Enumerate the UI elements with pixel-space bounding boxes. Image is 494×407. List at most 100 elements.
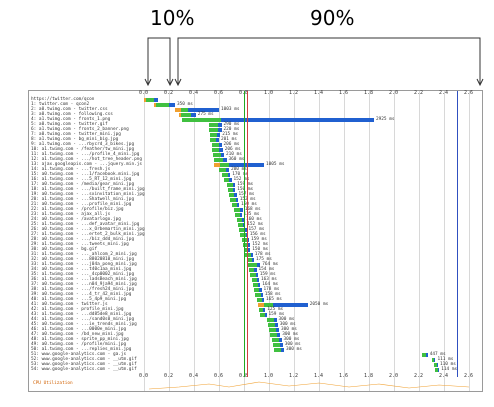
request-bar-segment [258, 282, 261, 287]
request-label: 5: a0.twimg.com - twitter.gif [31, 122, 108, 127]
request-duration: 150 ms [241, 202, 257, 207]
request-duration: 206 ms [224, 147, 241, 152]
request-bar-segment [438, 367, 440, 372]
request-bar-segment [279, 342, 283, 347]
request-label: 45: a0.twimg.com - ...ie_trends_mini.jpg [31, 322, 137, 327]
request-bar-segment [269, 327, 276, 332]
request-label: 36: a1.twimg.com - ...ladsBeach_mini.jpg [31, 277, 137, 282]
request-bar-segment [246, 237, 249, 242]
grid-line [144, 91, 145, 391]
request-duration: 152 ms [247, 222, 264, 227]
request-label: 35: a1.twimg.com - ..._4cp0002_mini.jpg [31, 272, 135, 277]
request-bar-segment [244, 227, 247, 232]
axis-tick-label: 0.6 [214, 373, 224, 379]
request-bar-segment [154, 97, 158, 102]
axis-tick-label: 1.6 [339, 90, 349, 96]
request-bar-segment [264, 312, 267, 317]
request-bar-segment [180, 112, 192, 117]
request-bar-segment [245, 252, 251, 257]
request-bar-segment [229, 192, 235, 197]
request-label: 10: a1.twimg.com - /feather/tw_mini.jpg [31, 147, 135, 152]
request-bar-segment [260, 312, 265, 317]
grid-line [469, 91, 470, 391]
request-label: 30: a0.twimg.com - bg.gif [31, 247, 98, 252]
axis-tick-label: 1.8 [364, 90, 374, 96]
request-duration: 152 ms [239, 197, 256, 202]
request-label: 33: a1.twimg.com - ...j04a_pong_mini.jpg [31, 262, 137, 267]
axis-tick-label: 1.0 [264, 90, 274, 96]
request-label: 11: a1.twimg.com - .../profile_4_mini.jp… [31, 152, 140, 157]
request-bar-segment [239, 227, 245, 232]
request-label: 14: a1.twimg.com - ...fresh.js [31, 167, 111, 172]
grid-line [219, 91, 220, 391]
request-label: 17: a0.twimg.com - /media/gear_mini.jpg [31, 182, 135, 187]
request-duration: 135 ms [243, 212, 260, 217]
request-label: 12: a1.twimg.com - .../hot_tree_header.p… [31, 157, 143, 162]
axis-tick-label: 0.4 [189, 373, 199, 379]
request-duration: 159 ms [268, 312, 285, 317]
grid-line [194, 91, 195, 391]
request-bar-segment [434, 357, 436, 362]
request-bar-segment [274, 347, 281, 352]
axis-tick-label: 1.6 [339, 373, 349, 379]
request-duration: 200 ms [231, 167, 247, 172]
request-duration: 206 ms [223, 142, 240, 147]
request-bar-segment [261, 297, 264, 302]
request-duration: 360 ms [228, 157, 245, 162]
request-bar-segment [257, 302, 264, 307]
request-duration: 159 ms [251, 237, 267, 242]
request-label: 21: a0.twimg.com - ...profile_mini.jpg [31, 202, 132, 207]
request-label: 25: a1.twimg.com - ...def_avatar_mini.jp… [31, 222, 140, 227]
request-duration: 275 ms [197, 112, 214, 117]
request-bar-segment [220, 117, 374, 122]
request-duration: 300 ms [283, 337, 300, 342]
request-label: 43: a1.twimg.com - ...dd85de8_mini.jpg [31, 312, 132, 317]
grid-line [444, 91, 445, 391]
request-bar-segment [234, 207, 241, 212]
request-bar-segment [240, 207, 243, 212]
request-label: 24: a0.twimg.com - /avatarlogo.jpg [31, 217, 121, 222]
request-duration: 350 ms [177, 102, 193, 107]
request-label: 4: a1.twimg.com - fronts_1.png [31, 117, 111, 122]
request-bar-segment [235, 197, 238, 202]
axis-tick-label: 2.6 [464, 90, 474, 96]
request-duration: 300 ms [284, 342, 301, 347]
request-bar-segment [272, 302, 308, 307]
request-bar-segment [248, 247, 251, 252]
grid-line [269, 91, 270, 391]
request-label: https://twitter.com/qcon [31, 97, 95, 102]
request-label: 27: a1.twimg.com - ...ertet_2_bulk_mini.… [31, 232, 145, 237]
request-duration: 178 ms [263, 287, 280, 292]
request-bar-segment [212, 152, 221, 157]
request-bar-segment [240, 232, 246, 237]
request-label: 18: a1.twimg.com - .../built_frame_mini.… [31, 187, 145, 192]
request-duration: 300 ms [278, 317, 295, 322]
request-duration: 156 ms [249, 232, 266, 237]
request-bar-segment [221, 172, 228, 177]
request-label: 41: a0.twimg.com - twitter.js [31, 302, 108, 307]
request-bar-segment [237, 222, 243, 227]
request-bar-segment [246, 257, 252, 262]
request-duration: 154 ms [258, 267, 275, 272]
annotation-10-percent: 10% [150, 6, 195, 30]
request-bar-segment [231, 202, 237, 207]
request-label: 48: a1.twimg.com - sprite_pp_mini.jpg [31, 337, 129, 342]
request-duration: 165 ms [266, 297, 282, 302]
request-duration: 159 ms [259, 272, 276, 277]
request-bar-segment [248, 242, 251, 247]
request-label: 26: a0.twimg.com - ...x_Orbemartin_mini.… [31, 227, 145, 232]
grid-line [294, 91, 295, 391]
request-bar-segment [236, 202, 239, 207]
request-bar-segment [211, 142, 219, 147]
request-label: 32: a0.twimg.com - ...88020810_mini.jpg [31, 257, 135, 262]
axis-tick-label: 2.2 [414, 373, 424, 379]
request-label: 49: a0.twimg.com - /profile/mini.jpg [31, 342, 127, 347]
request-bar-segment [217, 127, 222, 132]
waterfall-chart: https://twitter.com/qcon 1: twitter.com -… [28, 90, 483, 392]
request-duration: 201 ms [221, 137, 237, 142]
request-label: 28: a0.twimg.com - .../biz_ddd_mini.jpg [31, 237, 135, 242]
request-bar-segment [188, 107, 219, 112]
request-label: 51: www.google-analytics.com - ga.js [31, 352, 127, 357]
request-bar-segment [239, 212, 242, 217]
